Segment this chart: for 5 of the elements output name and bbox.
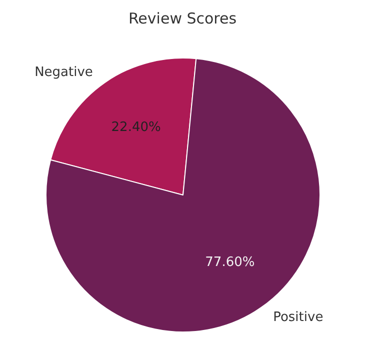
data-label: 77.60% [205,254,255,270]
data-label: 22.40% [111,120,161,136]
slice-label: Positive [273,310,324,325]
chart-title: Review Scores [128,10,237,28]
slice-label: Negative [34,65,93,80]
